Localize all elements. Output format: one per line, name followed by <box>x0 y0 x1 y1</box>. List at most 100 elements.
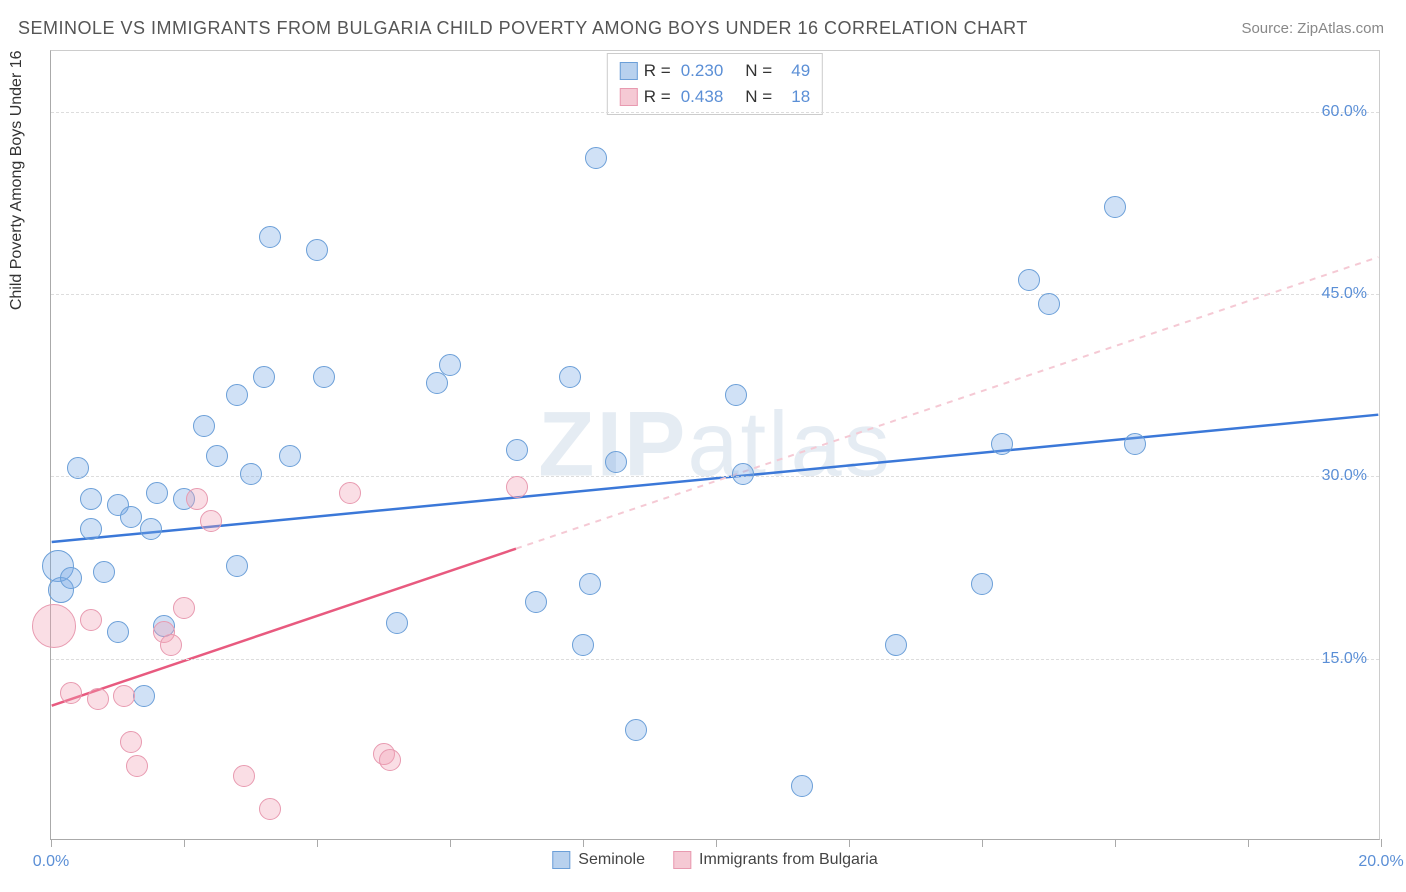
trend-line-dashed <box>516 257 1378 549</box>
source-label: Source: ZipAtlas.com <box>1241 20 1384 37</box>
scatter-point <box>60 682 82 704</box>
stats-row: R = 0.230 N = 49 <box>620 58 810 84</box>
scatter-point <box>585 147 607 169</box>
scatter-point <box>146 482 168 504</box>
x-tick <box>982 839 983 847</box>
plot-area: ZIPatlas R =0.230N =49R =0.438N =18 Semi… <box>50 50 1380 840</box>
chart-title: SEMINOLE VS IMMIGRANTS FROM BULGARIA CHI… <box>18 18 1028 39</box>
scatter-point <box>259 798 281 820</box>
y-tick-label: 45.0% <box>1322 285 1367 303</box>
stat-n-label: N = <box>745 58 772 84</box>
scatter-point <box>240 463 262 485</box>
scatter-point <box>306 239 328 261</box>
legend-label: Immigrants from Bulgaria <box>699 851 878 869</box>
scatter-point <box>120 731 142 753</box>
x-tick <box>51 839 52 847</box>
scatter-point <box>113 685 135 707</box>
x-tick <box>583 839 584 847</box>
scatter-point <box>87 688 109 710</box>
legend-swatch <box>620 88 638 106</box>
scatter-point <box>206 445 228 467</box>
y-axis-label: Child Poverty Among Boys Under 16 <box>8 50 26 310</box>
stat-n-value: 49 <box>782 58 810 84</box>
gridline <box>51 294 1379 295</box>
scatter-point <box>200 510 222 532</box>
scatter-point <box>559 366 581 388</box>
scatter-point <box>439 354 461 376</box>
scatter-point <box>426 372 448 394</box>
x-tick <box>450 839 451 847</box>
stat-r-label: R = <box>644 58 671 84</box>
scatter-point <box>1038 293 1060 315</box>
scatter-point <box>126 755 148 777</box>
gridline <box>51 112 1379 113</box>
scatter-point <box>605 451 627 473</box>
scatter-point <box>1018 269 1040 291</box>
scatter-point <box>625 719 647 741</box>
x-tick <box>1381 839 1382 847</box>
scatter-point <box>339 482 361 504</box>
scatter-point <box>991 433 1013 455</box>
scatter-point <box>32 604 76 648</box>
scatter-point <box>386 612 408 634</box>
x-tick <box>1115 839 1116 847</box>
bottom-legend: Seminole Immigrants from Bulgaria <box>552 851 877 869</box>
y-tick-label: 15.0% <box>1322 650 1367 668</box>
legend-swatch <box>552 851 570 869</box>
x-tick <box>849 839 850 847</box>
stats-row: R = 0.438 N = 18 <box>620 84 810 110</box>
scatter-point <box>253 366 275 388</box>
legend-item: Seminole <box>552 851 645 869</box>
scatter-point <box>1104 196 1126 218</box>
stats-legend: R = 0.230 N = 49 R = 0.438 N = 18 <box>607 53 823 115</box>
scatter-point <box>885 634 907 656</box>
y-tick-label: 60.0% <box>1322 103 1367 121</box>
scatter-point <box>1124 433 1146 455</box>
chart-container: SEMINOLE VS IMMIGRANTS FROM BULGARIA CHI… <box>0 0 1406 892</box>
stat-r-value: 0.230 <box>681 58 724 84</box>
scatter-point <box>791 775 813 797</box>
scatter-point <box>259 226 281 248</box>
scatter-point <box>971 573 993 595</box>
scatter-point <box>279 445 301 467</box>
x-tick-label: 20.0% <box>1358 853 1403 871</box>
scatter-point <box>193 415 215 437</box>
scatter-point <box>120 506 142 528</box>
scatter-point <box>233 765 255 787</box>
scatter-point <box>80 488 102 510</box>
stat-n-value: 18 <box>782 84 810 110</box>
scatter-point <box>506 476 528 498</box>
watermark: ZIPatlas <box>538 393 891 498</box>
scatter-point <box>93 561 115 583</box>
x-tick <box>317 839 318 847</box>
x-tick <box>184 839 185 847</box>
legend-swatch <box>620 62 638 80</box>
scatter-point <box>525 591 547 613</box>
scatter-point <box>506 439 528 461</box>
x-tick-label: 0.0% <box>33 853 69 871</box>
scatter-point <box>133 685 155 707</box>
legend-swatch <box>673 851 691 869</box>
scatter-point <box>173 597 195 619</box>
stat-r-value: 0.438 <box>681 84 724 110</box>
x-tick <box>716 839 717 847</box>
stat-n-label: N = <box>745 84 772 110</box>
legend-item: Immigrants from Bulgaria <box>673 851 878 869</box>
scatter-point <box>313 366 335 388</box>
gridline <box>51 659 1379 660</box>
legend-label: Seminole <box>578 851 645 869</box>
scatter-point <box>140 518 162 540</box>
scatter-point <box>186 488 208 510</box>
stat-r-label: R = <box>644 84 671 110</box>
scatter-point <box>226 384 248 406</box>
scatter-point <box>725 384 747 406</box>
scatter-point <box>80 518 102 540</box>
scatter-point <box>732 463 754 485</box>
x-tick <box>1248 839 1249 847</box>
scatter-point <box>579 573 601 595</box>
scatter-point <box>80 609 102 631</box>
y-tick-label: 30.0% <box>1322 467 1367 485</box>
scatter-point <box>226 555 248 577</box>
scatter-point <box>60 567 82 589</box>
scatter-point <box>67 457 89 479</box>
